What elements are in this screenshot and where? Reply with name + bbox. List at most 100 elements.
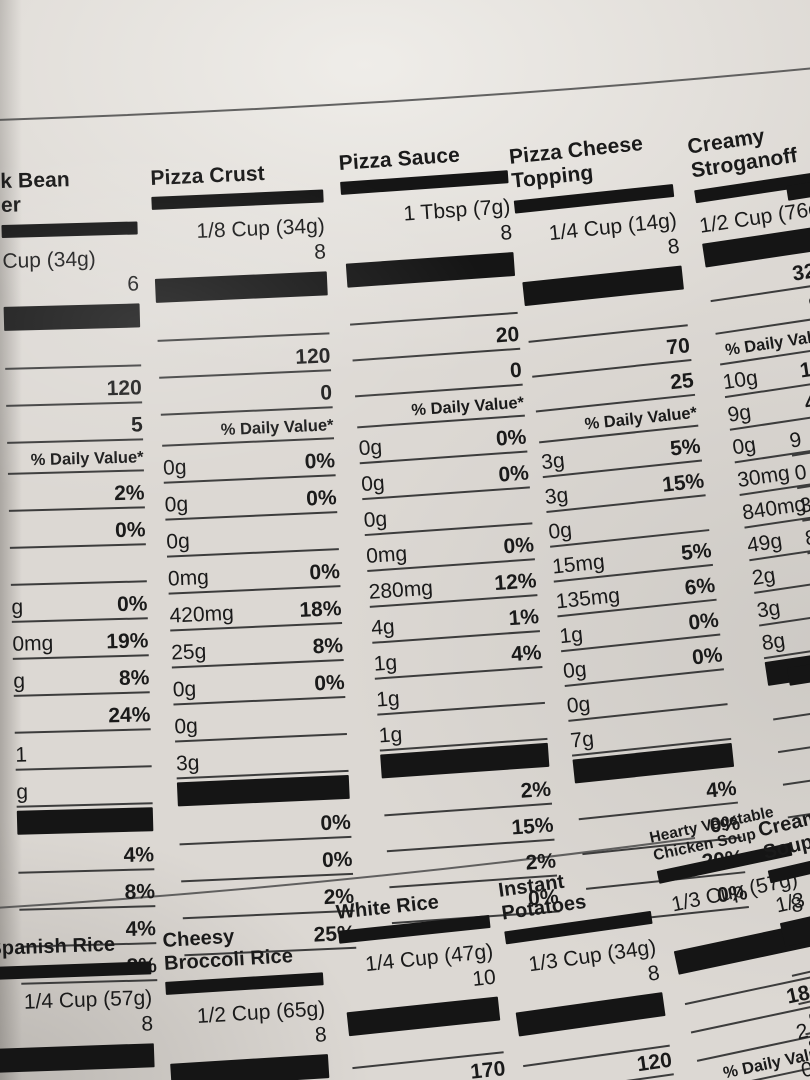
nutrient-row: 0mg 19% — [11, 619, 149, 660]
nutrient-amount: 8g — [760, 628, 787, 655]
nutrient-amount: 10g — [721, 365, 760, 394]
nutrient-amount: 0g — [562, 657, 588, 683]
nutrient-percent: 0% — [687, 608, 720, 635]
calories-value: 120 — [294, 344, 331, 370]
nutrient-percent: 8% — [118, 665, 150, 690]
vitamin-row: 4% — [17, 832, 155, 874]
nutrient-percent: 0% — [309, 560, 341, 585]
nutrient-row: 24% — [13, 692, 151, 734]
product-name: Pizza Crust — [150, 162, 266, 190]
nutrient-amount: 9 — [787, 428, 804, 453]
serving-size: 1/4 Cup (57g) — [23, 986, 153, 1014]
product-column: Spanish Rice 1/4 Cup (57g) 8 — [0, 932, 155, 1075]
nutrient-amount: 280mg — [368, 576, 434, 605]
nutrient-amount: 15mg — [551, 549, 606, 579]
calories-value: 5 — [130, 413, 144, 437]
nutrient-amount: 420mg — [169, 602, 235, 628]
nutrient-amount: 4g — [370, 615, 396, 641]
nutrient-amount: 3g — [175, 751, 200, 776]
divider-bar — [0, 1043, 155, 1074]
nutrient-percent: 8% — [312, 634, 344, 659]
calories-value: 0 — [509, 359, 523, 383]
calories-value: 25 — [669, 368, 695, 394]
nutrient-amount: 0g — [165, 529, 191, 554]
calories-value: 20 — [495, 323, 520, 348]
nutrient-amount: 0g — [173, 714, 199, 739]
nutrient-row: g — [15, 766, 153, 808]
nutrient-percent: 0% — [690, 643, 724, 670]
nutrient-amount: 1g — [558, 622, 584, 648]
calories-value: 120 — [106, 376, 143, 400]
nutrient-percent: 18% — [298, 597, 342, 623]
nutrient-amount: 9g — [726, 400, 753, 427]
nutrient-amount: 3g — [755, 596, 782, 623]
nutrient-amount: 0g — [565, 692, 592, 718]
nutrient-row: 1 — [14, 729, 152, 771]
nutrient-amount: 49g — [745, 529, 784, 558]
nutrient-amount: 135mg — [554, 583, 621, 614]
nutrient-percent: 0% — [304, 449, 336, 474]
divider-bar — [1, 221, 138, 238]
nutrient-amount: 2g — [750, 563, 777, 590]
vitamin-percent: 2% — [519, 778, 552, 804]
nutrient-percent: 5% — [679, 538, 713, 565]
servings-count: 6 — [127, 272, 140, 296]
nutrient-percent: 24% — [107, 702, 151, 728]
nutrient-amount: 0 — [793, 460, 809, 486]
product-name: Pizza Sauce — [338, 143, 461, 175]
product-column: White Rice 1/4 Cup (47g) 10 170 — [335, 886, 507, 1080]
nutrient-amount: 1g — [373, 651, 398, 677]
nutrient-percent: 0% — [116, 592, 148, 616]
nutrient-percent: 4% — [510, 641, 543, 667]
nutrient-amount: 0g — [362, 507, 388, 533]
nutrient-percent: 0% — [497, 461, 530, 487]
cutoff-bar-fragment — [787, 663, 810, 686]
nutrient-amount: 0g — [547, 518, 574, 544]
nutrient-amount: 7g — [569, 727, 595, 753]
calories-value: 120 — [635, 1048, 674, 1077]
nutrient-percent: 12% — [493, 569, 538, 596]
servings-count: 8 — [141, 1012, 154, 1036]
nutrient-amount: 0g — [162, 456, 188, 481]
nutrient-amount: 1 — [15, 743, 28, 767]
nutrient-amount: g — [15, 780, 29, 804]
nutrient-amount: 1g — [378, 723, 403, 748]
nutrient-row: 3g — [175, 735, 349, 780]
nutrient-percent: 0% — [502, 533, 535, 559]
vitamin-percent: 15% — [510, 813, 555, 840]
calories-value: 0 — [319, 381, 333, 406]
nutrient-percent: 15% — [661, 469, 706, 497]
nutrient-percent: 2% — [113, 481, 145, 505]
calories-value: 70 — [665, 333, 692, 360]
calories-row: 120 — [5, 366, 143, 407]
nutrient-amount: g — [13, 669, 26, 693]
calories-value: 170 — [469, 1057, 507, 1080]
nutrient-row — [9, 545, 147, 586]
vitamin-percent: 0% — [321, 848, 353, 873]
product-name: k Bean — [0, 168, 71, 193]
nutrient-percent: 0% — [305, 486, 338, 511]
nutrient-percent: 0% — [114, 518, 146, 542]
nutrient-percent: 1% — [507, 605, 540, 631]
vitamin-row: 8% — [18, 869, 156, 911]
calories-value: 320 — [790, 257, 810, 286]
nutrient-row: 2% — [7, 471, 145, 512]
nutrient-percent: 0% — [313, 671, 346, 696]
nutrient-amount: 25g — [170, 640, 207, 665]
nutrient-amount: 3g — [540, 448, 566, 474]
daily-value-header: % Daily Value* — [7, 440, 144, 475]
nutrient-amount: 0g — [357, 436, 383, 461]
nutrient-amount: 0g — [730, 432, 758, 460]
nutrient-amount: 3g — [543, 483, 570, 509]
nutrient-percent: 45% — [803, 386, 810, 415]
product-name: Spanish Rice — [0, 933, 116, 960]
nutrient-amount: 0mg — [365, 542, 408, 569]
product-name: er — [0, 193, 22, 218]
nutrient-amount: 0mg — [167, 566, 210, 591]
nutrient-percent: 19% — [106, 629, 149, 654]
vitamin-percent: 0% — [319, 811, 352, 836]
vitamin-percent: 4% — [704, 776, 738, 803]
nutrient-amount: 1g — [375, 687, 401, 712]
